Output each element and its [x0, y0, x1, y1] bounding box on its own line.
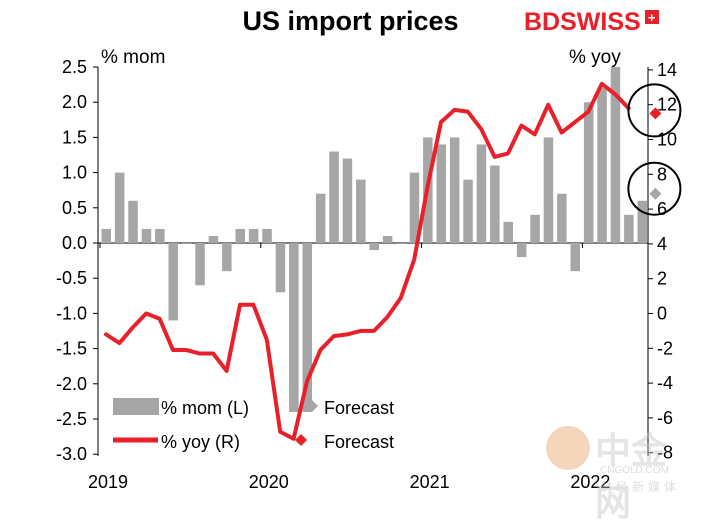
mom-forecast-marker	[649, 187, 662, 200]
mom-bar	[449, 137, 460, 243]
mom-bar	[222, 243, 232, 272]
mom-bar	[315, 193, 326, 243]
mom-bar	[436, 144, 446, 243]
left-tick-label: -3.0	[56, 444, 87, 464]
mom-bar	[262, 228, 272, 243]
watermark: 中金网 CNGOLD.COM 财经新媒体	[540, 420, 698, 523]
yoy-line	[104, 81, 631, 441]
mom-bar	[382, 235, 393, 243]
mom-bar	[114, 172, 125, 243]
chart-canvas: 2.5 2.0 1.5 1.0 0.5 0.0 -0.5 -1.0 -1.5 -2.0 -2.5 -3…	[56, 57, 682, 492]
yoy-forecast-marker	[649, 107, 662, 120]
legend-line-label: % yoy (R)	[161, 432, 240, 452]
mom-bar	[141, 228, 152, 243]
left-tick-label: -2.0	[56, 374, 87, 394]
right-tick-label: -2	[657, 338, 673, 358]
left-tick-label: -1.0	[56, 303, 87, 323]
mom-bar	[583, 102, 594, 243]
right-tick-label: -6	[657, 408, 673, 428]
right-tick-label: 4	[657, 234, 667, 254]
legend-line-forecast-label: Forecast	[324, 432, 394, 452]
mom-bar	[329, 151, 339, 243]
legend-line-forecast-marker	[295, 434, 307, 446]
left-tick-label: 1.0	[62, 163, 87, 183]
left-tick-label: -2.5	[56, 409, 87, 429]
mom-bar	[543, 137, 554, 243]
brand-logo: BDSWISS	[524, 7, 659, 36]
mom-bar	[637, 200, 647, 243]
right-tick-label: 2	[657, 269, 667, 289]
yoy-forecast-highlight	[627, 83, 682, 138]
right-tick-label: 6	[657, 199, 667, 219]
mom-bar	[356, 179, 366, 243]
right-tick-label: 8	[657, 164, 667, 184]
chart-figure: 2.5 2.0 1.5 1.0 0.5 0.0 -0.5 -1.0 -1.5 -2.0 -2.5 -3…	[0, 0, 701, 499]
right-tick-label: 12	[657, 95, 677, 115]
watermark-logo-icon	[546, 426, 590, 470]
mom-bar	[208, 235, 219, 243]
mom-bar	[168, 243, 178, 321]
x-tick-label: 2021	[410, 472, 450, 492]
mom-bar	[557, 193, 567, 243]
left-tick-label: 0.5	[62, 198, 87, 218]
right-tick-label: 14	[657, 60, 677, 80]
legend-bar-swatch	[113, 398, 159, 415]
mom-bar	[476, 144, 487, 243]
x-tick-label: 2020	[249, 472, 289, 492]
mom-bar	[409, 172, 420, 243]
plus-icon	[644, 10, 659, 24]
right-tick-label: -4	[657, 373, 673, 393]
mom-bar	[342, 158, 353, 243]
left-tick-label: -1.5	[56, 339, 87, 359]
mom-bar	[624, 214, 634, 243]
mom-bar	[195, 243, 205, 286]
mom-bar	[275, 243, 286, 293]
left-tick-label: 2.0	[62, 92, 87, 112]
mom-bar	[396, 243, 406, 244]
mom-forecast-highlight	[627, 161, 682, 216]
mom-bar	[530, 214, 540, 243]
mom-bar	[570, 243, 580, 272]
mom-bar	[490, 165, 500, 243]
mom-bar	[235, 228, 245, 243]
x-tick-label: 2019	[88, 472, 128, 492]
mom-bar	[610, 67, 621, 243]
mom-bar	[128, 200, 138, 243]
left-axis-label: % mom	[101, 47, 166, 68]
mom-bar	[155, 228, 165, 243]
legend-bar-label: % mom (L)	[161, 398, 249, 418]
mom-bar	[289, 243, 299, 412]
mom-bar	[248, 228, 259, 243]
mom-bar	[369, 243, 379, 251]
left-tick-label: 0.0	[62, 233, 87, 253]
mom-bar	[302, 243, 312, 412]
legend-bar-forecast-marker	[306, 400, 318, 412]
right-axis-label: % yoy	[569, 47, 621, 68]
mom-bar	[597, 88, 607, 244]
x-tick-label: 2022	[570, 472, 610, 492]
mom-bar	[503, 221, 513, 243]
mom-bar	[101, 228, 111, 243]
legend-bar-forecast-label: Forecast	[324, 398, 394, 418]
brand-name: BDSWISS	[524, 7, 641, 36]
right-tick-label: 0	[657, 304, 667, 324]
mom-bar	[516, 243, 527, 258]
right-tick-label: -8	[657, 443, 673, 463]
watermark-site: CNGOLD.COM	[600, 465, 669, 476]
watermark-tagline: 财经新媒体	[600, 480, 681, 494]
left-tick-label: -0.5	[56, 268, 87, 288]
left-tick-label: 1.5	[62, 127, 87, 147]
mom-bar	[181, 243, 192, 244]
mom-bar	[463, 179, 473, 243]
chart-title: US import prices	[242, 6, 459, 36]
left-tick-label: 2.5	[62, 57, 87, 77]
